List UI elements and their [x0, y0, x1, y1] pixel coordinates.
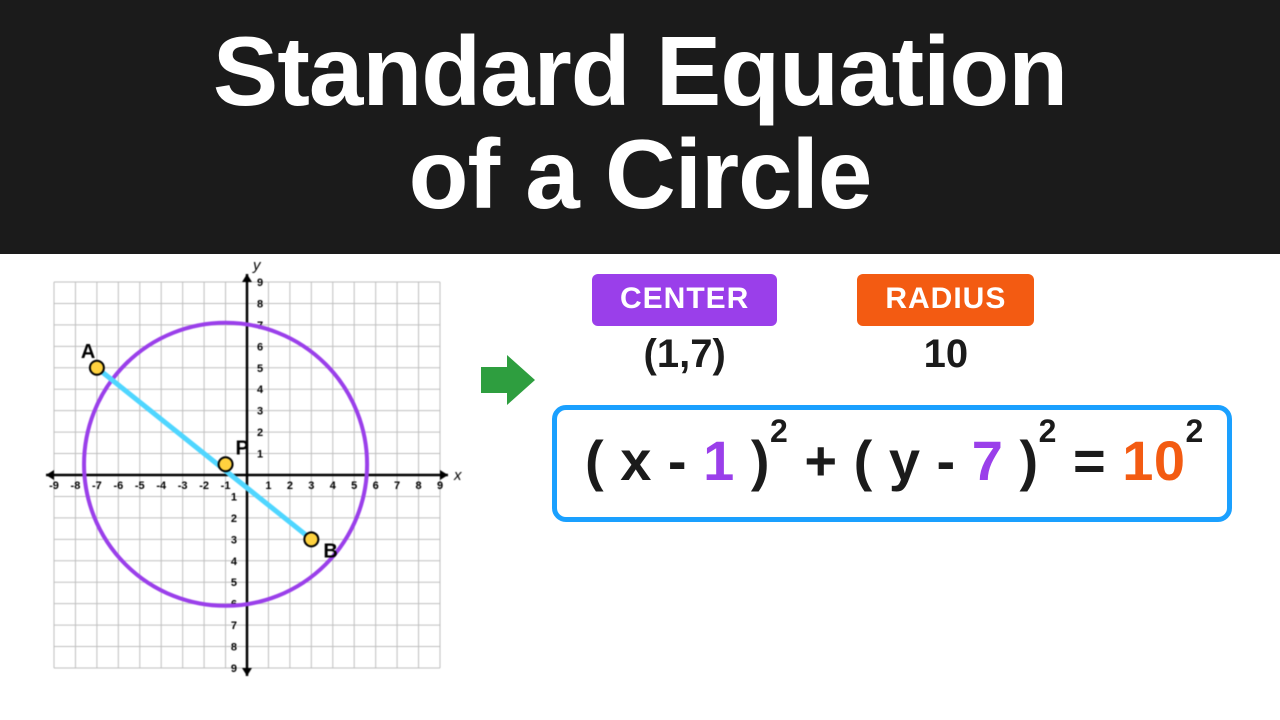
- content-area: -9 -8 -7 -6 -5 -4 -3 -2 -1 1 2 3 4 5 6 7 8 9 9 8 7 6…: [0, 254, 1280, 714]
- equation-box: ( x - 1 )2 + ( y - 7 )2 = 102: [552, 405, 1232, 522]
- svg-text:9: 9: [437, 480, 443, 492]
- equation-text: ( x - 1 )2 + ( y - 7 )2 = 102: [585, 429, 1204, 492]
- svg-text:8: 8: [231, 641, 237, 653]
- svg-text:-5: -5: [135, 480, 145, 492]
- svg-text:-4: -4: [156, 480, 167, 492]
- svg-text:B: B: [323, 540, 337, 562]
- svg-text:-3: -3: [178, 480, 188, 492]
- svg-text:1: 1: [265, 480, 271, 492]
- svg-text:y: y: [252, 260, 262, 274]
- svg-text:1: 1: [231, 491, 237, 503]
- title-header: Standard Equation of a Circle: [0, 0, 1280, 254]
- svg-text:2: 2: [287, 480, 293, 492]
- svg-text:6: 6: [257, 341, 263, 353]
- title-line1: Standard Equation: [0, 20, 1280, 123]
- svg-text:P: P: [236, 437, 249, 459]
- svg-text:3: 3: [257, 405, 263, 417]
- svg-text:x: x: [453, 467, 462, 484]
- svg-text:3: 3: [231, 534, 237, 546]
- center-badge: CENTER: [592, 274, 777, 326]
- center-value: (1,7): [592, 332, 777, 377]
- svg-text:5: 5: [351, 480, 357, 492]
- eq-r: 10: [1122, 429, 1185, 492]
- svg-text:-8: -8: [71, 480, 81, 492]
- svg-text:5: 5: [231, 577, 237, 589]
- svg-text:2: 2: [257, 427, 263, 439]
- svg-text:-6: -6: [113, 480, 123, 492]
- svg-text:4: 4: [330, 480, 337, 492]
- svg-text:8: 8: [257, 298, 263, 310]
- svg-text:3: 3: [308, 480, 314, 492]
- info-panel: CENTER (1,7) RADIUS 10 ( x - 1 )2 + ( y …: [552, 274, 1252, 522]
- svg-text:-7: -7: [92, 480, 102, 492]
- eq-h: 1: [703, 429, 735, 492]
- svg-text:1: 1: [257, 448, 263, 460]
- svg-text:9: 9: [231, 663, 237, 675]
- title-line2: of a Circle: [0, 123, 1280, 226]
- svg-text:7: 7: [394, 480, 400, 492]
- svg-text:2: 2: [231, 513, 237, 525]
- svg-text:A: A: [81, 341, 95, 363]
- svg-text:8: 8: [415, 480, 421, 492]
- coordinate-graph: -9 -8 -7 -6 -5 -4 -3 -2 -1 1 2 3 4 5 6 7 8 9 9 8 7 6…: [32, 260, 462, 690]
- eq-k: 7: [972, 429, 1004, 492]
- radius-value: 10: [857, 332, 1034, 377]
- svg-text:4: 4: [257, 384, 264, 396]
- svg-text:7: 7: [231, 620, 237, 632]
- svg-text:4: 4: [231, 556, 238, 568]
- svg-text:-2: -2: [199, 480, 209, 492]
- svg-text:6: 6: [373, 480, 379, 492]
- arrow-icon: [477, 349, 539, 411]
- svg-text:5: 5: [257, 363, 263, 375]
- svg-text:-9: -9: [49, 480, 59, 492]
- svg-text:-1: -1: [221, 480, 231, 492]
- badges-row: CENTER (1,7) RADIUS 10: [592, 274, 1252, 377]
- radius-badge: RADIUS: [857, 274, 1034, 326]
- radius-column: RADIUS 10: [857, 274, 1034, 377]
- svg-text:9: 9: [257, 277, 263, 289]
- center-column: CENTER (1,7): [592, 274, 777, 377]
